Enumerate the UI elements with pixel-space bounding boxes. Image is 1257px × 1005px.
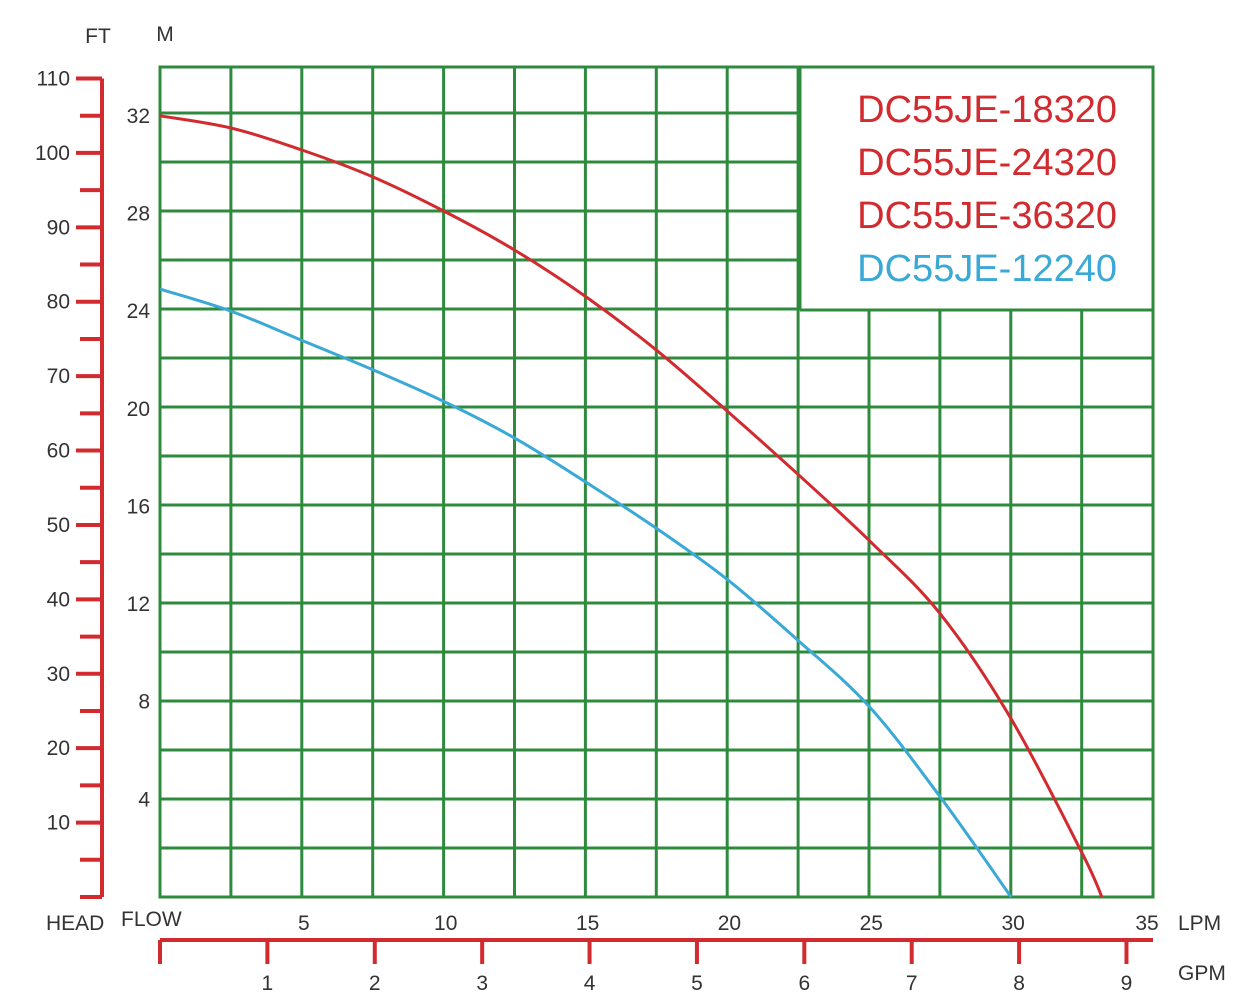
left-axis-tick-label: 10 bbox=[47, 812, 70, 835]
gpm-axis-tick-label: 2 bbox=[369, 972, 381, 995]
grid bbox=[158, 65, 1155, 899]
legend-entry: DC55JE-36320 bbox=[857, 195, 1117, 237]
left-axis-tick-label: 110 bbox=[37, 68, 70, 91]
gpm-axis-tick-label: 8 bbox=[1013, 972, 1025, 995]
m-axis-tick-label: 20 bbox=[127, 398, 150, 421]
legend-entry: DC55JE-24320 bbox=[857, 142, 1117, 184]
legend-entry: DC55JE-18320 bbox=[857, 89, 1117, 131]
x-axis-tick-label: 20 bbox=[718, 912, 741, 935]
left-axis-tick-label: 20 bbox=[47, 737, 70, 760]
x-axis-tick-label: 15 bbox=[576, 912, 599, 935]
m-axis-tick-label: 24 bbox=[127, 300, 151, 323]
m-axis-tick-label: 28 bbox=[127, 202, 150, 225]
performance-curves bbox=[159, 114, 1104, 898]
m-axis-tick-label: 32 bbox=[127, 105, 150, 128]
x-axis-tick-label: 25 bbox=[860, 912, 883, 935]
left-axis-tick-label: 80 bbox=[47, 291, 70, 314]
m-axis-tick-label: 4 bbox=[138, 788, 150, 811]
x-axis-tick-label: 5 bbox=[298, 912, 310, 935]
left-axis-tick-label: 90 bbox=[47, 216, 70, 239]
m-axis-tick-label: 16 bbox=[127, 495, 150, 518]
x-axis-gpm: 1 2 3 4 5 6 7 8 9 GPM bbox=[158, 938, 1226, 995]
left-axis-tick-label: 70 bbox=[47, 365, 70, 388]
x-axis-tick-label: 30 bbox=[1001, 912, 1024, 935]
left-axis-tick-label: 100 bbox=[35, 142, 70, 165]
left-axis-tick-label: 50 bbox=[47, 514, 70, 537]
left-axis-ft: 10 20 30 40 50 60 70 80 90 100 110 FT bbox=[35, 25, 111, 899]
left-axis-tick-label: 40 bbox=[47, 588, 70, 611]
m-axis-tick-label: 8 bbox=[138, 691, 150, 714]
series-line-dc55je-12240 bbox=[159, 287, 1013, 898]
gpm-axis-unit-label: GPM bbox=[1178, 962, 1226, 985]
gpm-axis-tick-label: 1 bbox=[262, 972, 274, 995]
x-axis-lpm: HEAD FLOW 5 10 15 20 25 30 35 LPM bbox=[46, 908, 1221, 935]
legend-entry: DC55JE-12240 bbox=[857, 248, 1117, 290]
series-line-dc55je-18320 bbox=[159, 114, 1104, 898]
left-axis-unit-label: FT bbox=[85, 25, 111, 48]
left-axis-tick-label: 30 bbox=[47, 663, 70, 686]
gpm-axis-tick-label: 5 bbox=[691, 972, 703, 995]
right-axis-m: 4 8 12 16 20 24 28 32 M bbox=[127, 23, 174, 811]
plot-frame bbox=[158, 65, 1155, 899]
x-axis-tick-label: 35 bbox=[1135, 912, 1158, 935]
x-axis-flow-label: FLOW bbox=[121, 908, 182, 931]
x-axis-unit-label: LPM bbox=[1178, 912, 1221, 935]
legend: DC55JE-18320 DC55JE-24320 DC55JE-36320 DC55… bbox=[857, 89, 1117, 290]
x-axis-head-label: HEAD bbox=[46, 912, 104, 935]
gpm-axis-tick-label: 7 bbox=[906, 972, 918, 995]
gpm-axis-tick-label: 6 bbox=[798, 972, 810, 995]
m-axis-tick-label: 12 bbox=[127, 593, 150, 616]
left-axis-tick-label: 60 bbox=[47, 440, 70, 463]
gpm-axis-tick-label: 3 bbox=[476, 972, 488, 995]
gpm-axis-tick-label: 9 bbox=[1121, 972, 1133, 995]
x-axis-tick-label: 10 bbox=[434, 912, 457, 935]
gpm-axis-tick-label: 4 bbox=[584, 972, 596, 995]
m-axis-unit-label: M bbox=[156, 23, 174, 46]
